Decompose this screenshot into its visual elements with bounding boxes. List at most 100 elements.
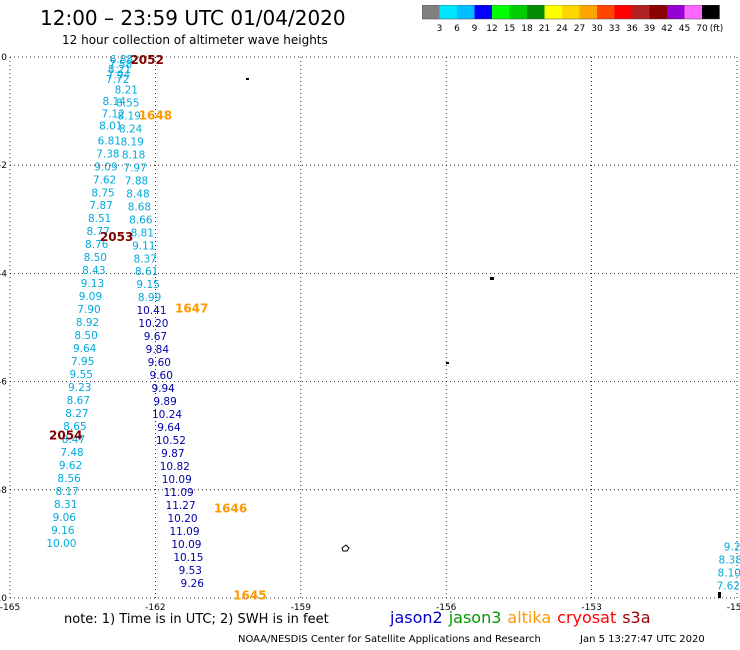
wave-height-point: 8.76 (85, 239, 109, 251)
wave-height-point: 8.19 (120, 136, 143, 148)
wave-height-point: 7.95 (71, 356, 94, 368)
colorbar-level: 27 (574, 24, 585, 34)
wave-height-point: 9.64 (157, 422, 181, 434)
wave-height-point: 6.88 (110, 54, 133, 66)
wave-height-point: 8.99 (138, 292, 161, 304)
wave-height-point: 8.01 (99, 121, 122, 133)
wave-height-point: 9.55 (70, 369, 93, 381)
wave-height-point: 9.94 (151, 383, 175, 395)
x-tick-label: -156 (436, 603, 457, 613)
x-tick-label: -153 (581, 603, 601, 613)
time-label: 1647 (175, 302, 208, 316)
wave-height-point: 7.87 (89, 200, 112, 212)
wave-height-point: 11.27 (166, 500, 196, 512)
time-label: 2052 (130, 53, 163, 67)
colorbar-swatch (597, 5, 615, 19)
wave-height-point: 10.82 (160, 461, 190, 473)
wave-height-point: 9.09 (79, 291, 102, 303)
colorbar-swatch (457, 5, 475, 19)
wave-height-point: 8.50 (74, 330, 97, 342)
wave-height-point: 7.94 (107, 69, 131, 81)
colorbar-swatch (649, 5, 667, 19)
wave-height-point: 8.68 (128, 201, 151, 213)
y-tick-label: -10 (0, 594, 7, 604)
colorbar-level: 12 (486, 24, 497, 34)
wave-height-point: 8.43 (82, 265, 105, 277)
wave-height-point: 7.88 (125, 175, 148, 187)
wave-height-point: 11.09 (169, 526, 199, 538)
colorbar-level: 24 (556, 24, 568, 34)
wave-height-point: 10.41 (136, 305, 166, 317)
wave-height-point: 8.92 (76, 317, 99, 329)
wave-height-point: 9.62 (59, 460, 82, 472)
colorbar-swatch (422, 5, 440, 19)
color-legend: 3 6 9 12 15 18 21 24 27 30 33 36 39 42 45 70 (ft) (422, 5, 724, 34)
wave-height-point: 10.09 (171, 539, 201, 551)
wave-height-point: 7.72 (106, 74, 129, 86)
wave-height-point: 9.06 (53, 512, 77, 524)
colorbar-swatch (562, 5, 580, 19)
wave-height-point: 10.20 (168, 513, 198, 525)
satellite-legend-s3a: s3a (622, 608, 651, 627)
wave-height-point: 10.09 (162, 474, 192, 486)
wave-height-point: 9.60 (148, 357, 171, 369)
colorbar-level: 45 (679, 24, 690, 34)
wave-height-point: 8.61 (135, 266, 158, 278)
data-points: 6.887.588.217.947.728.147.128.016.817.38… (46, 54, 740, 592)
wave-height-point: 9.53 (179, 565, 202, 577)
wave-height-point: 8.56 (57, 473, 81, 485)
colorbar-swatch (667, 5, 685, 19)
colorbar-level: 9 (472, 24, 478, 34)
colorbar-swatch (579, 5, 597, 19)
colorbar-swatch (474, 5, 492, 19)
wave-height-point: 9.16 (51, 525, 75, 537)
y-tick-label: -8 (0, 486, 7, 496)
wave-height-point: 9.84 (146, 344, 170, 356)
wave-height-point: 8.66 (129, 214, 153, 226)
wave-height-point: 8.50 (84, 252, 107, 264)
time-label: 1648 (139, 108, 172, 122)
wave-height-point: 8.19 (118, 110, 141, 122)
colorbar-level: 39 (644, 24, 656, 34)
wave-height-point: 8.21 (108, 64, 131, 76)
wave-height-point: 8.10 (718, 568, 740, 580)
satellite-legend-cryosat: cryosat (557, 608, 617, 627)
wave-height-point: 9.60 (150, 370, 173, 382)
wave-height-point: 8.24 (119, 123, 143, 135)
wave-height-point: 9.67 (144, 331, 167, 343)
wave-height-point: 8.38 (719, 555, 740, 567)
wave-height-point: 8.65 (63, 421, 86, 433)
wave-height-point: 9.13 (81, 278, 104, 290)
wave-height-point: 8.31 (54, 499, 77, 511)
wave-height-point: 7.90 (77, 304, 100, 316)
wave-height-point: 9.26 (181, 578, 205, 590)
island-mark (490, 277, 494, 280)
footer-note: note: 1) Time is in UTC; 2) SWH is in fe… (64, 612, 329, 627)
colorbar-level: 70 (696, 24, 708, 34)
colorbar-level: 30 (591, 24, 603, 34)
y-tick-label: -2 (0, 161, 7, 171)
chart-title: 12:00 – 23:59 UTC 01/04/2020 (40, 6, 346, 30)
colorbar-unit: (ft) (710, 24, 724, 34)
wave-height-point: 8.48 (126, 188, 149, 200)
y-tick-label: -6 (0, 378, 7, 388)
wave-height-point: 9.2 (724, 542, 740, 554)
wave-height-point: 9.11 (132, 240, 155, 252)
wave-height-point: 8.47 (62, 434, 85, 446)
time-label: 2054 (49, 429, 82, 443)
wave-height-point: 8.17 (55, 486, 78, 498)
wave-height-point: 8.75 (91, 187, 114, 199)
colorbar-level: 6 (454, 24, 460, 34)
chart-subtitle: 12 hour collection of altimeter wave hei… (62, 33, 328, 47)
wave-height-point: 8.77 (87, 226, 110, 238)
colorbar-swatch (439, 5, 457, 19)
x-tick-label: -162 (145, 603, 165, 613)
island-mark (446, 362, 449, 364)
wave-height-point: 8.81 (131, 227, 154, 239)
credit-text: NOAA/NESDIS Center for Satellite Applica… (238, 634, 541, 645)
colorbar-swatch (702, 5, 720, 19)
time-label: 1645 (233, 588, 266, 602)
wave-height-point: 9.64 (73, 343, 97, 355)
wave-height-point: 7.48 (60, 447, 83, 459)
